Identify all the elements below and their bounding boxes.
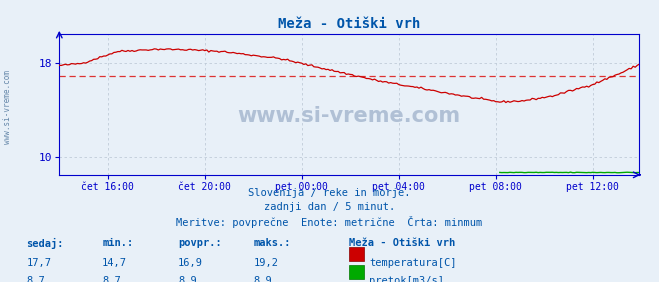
Text: 8,9: 8,9 — [178, 276, 196, 282]
Text: 16,9: 16,9 — [178, 258, 203, 268]
Text: 19,2: 19,2 — [254, 258, 279, 268]
Text: 8,7: 8,7 — [102, 276, 121, 282]
Text: min.:: min.: — [102, 238, 133, 248]
Text: sedaj:: sedaj: — [26, 238, 64, 249]
Text: www.si-vreme.com: www.si-vreme.com — [238, 106, 461, 125]
Text: Slovenija / reke in morje.: Slovenija / reke in morje. — [248, 188, 411, 197]
Title: Meža - Otiški vrh: Meža - Otiški vrh — [278, 17, 420, 31]
Text: Meža - Otiški vrh: Meža - Otiški vrh — [349, 238, 455, 248]
Text: 17,7: 17,7 — [26, 258, 51, 268]
Text: maks.:: maks.: — [254, 238, 291, 248]
Text: zadnji dan / 5 minut.: zadnji dan / 5 minut. — [264, 202, 395, 212]
Text: 8,9: 8,9 — [254, 276, 272, 282]
Text: povpr.:: povpr.: — [178, 238, 221, 248]
Text: 14,7: 14,7 — [102, 258, 127, 268]
Text: www.si-vreme.com: www.si-vreme.com — [3, 70, 13, 144]
Text: pretok[m3/s]: pretok[m3/s] — [369, 276, 444, 282]
Text: temperatura[C]: temperatura[C] — [369, 258, 457, 268]
Text: 8,7: 8,7 — [26, 276, 45, 282]
Text: Meritve: povprečne  Enote: metrične  Črta: minmum: Meritve: povprečne Enote: metrične Črta:… — [177, 216, 482, 228]
